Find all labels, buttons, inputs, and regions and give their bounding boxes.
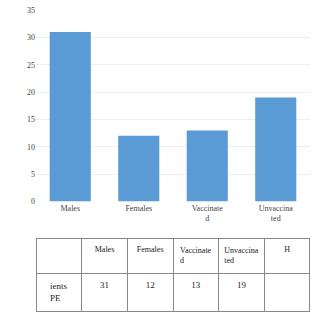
svg-text:5: 5 — [31, 170, 35, 179]
svg-text:0: 0 — [31, 197, 35, 206]
svg-text:15: 15 — [27, 115, 35, 124]
svg-text:19: 19 — [237, 280, 247, 290]
svg-text:Males: Males — [60, 204, 80, 213]
svg-text:20: 20 — [27, 88, 35, 97]
svg-text:Females: Females — [125, 204, 152, 213]
svg-text:10: 10 — [27, 143, 35, 152]
svg-text:Unvaccinated: Unvaccinated — [224, 246, 259, 265]
svg-text:35: 35 — [27, 6, 35, 15]
svg-text:25: 25 — [27, 61, 35, 70]
svg-text:30: 30 — [27, 33, 35, 42]
svg-text:Vaccinated: Vaccinated — [180, 246, 212, 265]
svg-text:H: H — [284, 245, 290, 254]
svg-text:31: 31 — [100, 280, 109, 290]
svg-text:ientsPE: ientsPE — [50, 281, 67, 303]
svg-text:Females: Females — [137, 245, 164, 254]
svg-text:12: 12 — [146, 280, 155, 290]
svg-text:Vaccinated: Vaccinated — [192, 204, 224, 223]
svg-text:13: 13 — [191, 280, 201, 290]
svg-text:Unvaccinated: Unvaccinated — [259, 204, 294, 223]
svg-text:Males: Males — [95, 245, 115, 254]
